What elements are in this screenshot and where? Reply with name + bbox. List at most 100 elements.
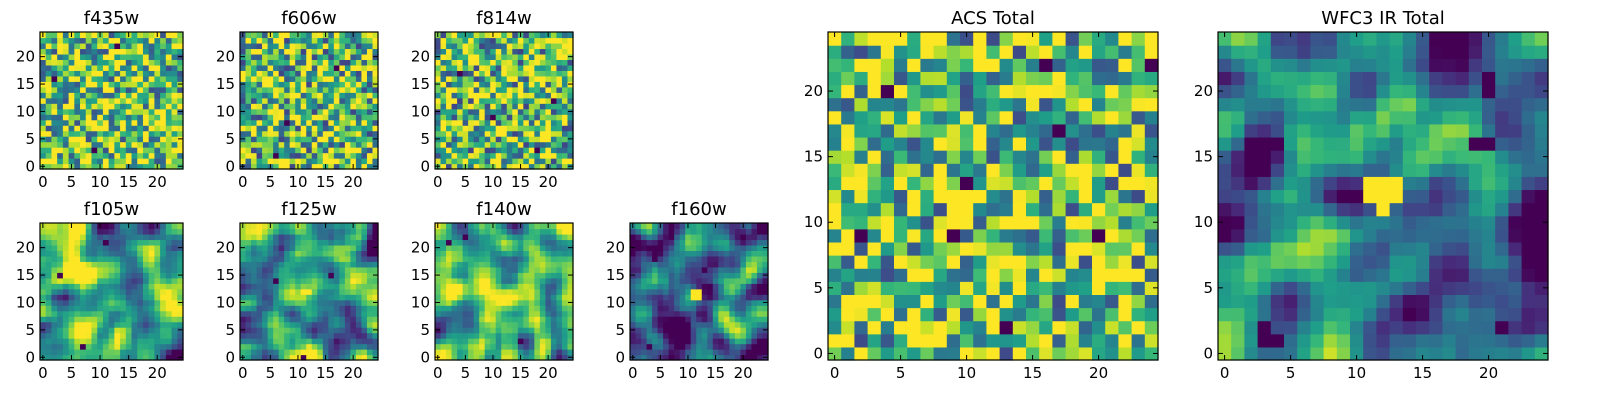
- heatmap-cell: [550, 97, 558, 104]
- heatmap-cell: [339, 239, 346, 246]
- heatmap-cell: [506, 103, 513, 110]
- heatmap-cell: [300, 125, 307, 132]
- heatmap-cell: [545, 316, 552, 323]
- heatmap-cell: [734, 343, 741, 350]
- heatmap-cell: [311, 288, 318, 295]
- heatmap-cell: [311, 136, 318, 143]
- heatmap-cell: [80, 136, 87, 143]
- heatmap-cell: [114, 294, 121, 301]
- heatmap-cell: [62, 114, 70, 121]
- heatmap-cell: [1065, 255, 1080, 269]
- heatmap-cell: [45, 75, 53, 82]
- heatmap-cell: [165, 332, 173, 339]
- heatmap-cell: [262, 316, 269, 323]
- heatmap-cell: [361, 332, 368, 339]
- heatmap-cell: [278, 261, 285, 268]
- heatmap-cell: [534, 86, 541, 93]
- heatmap-cell: [284, 272, 291, 279]
- heatmap-cell: [131, 244, 138, 251]
- heatmap-cell: [701, 321, 708, 328]
- heatmap-cell: [125, 244, 133, 251]
- heatmap-cell: [1026, 150, 1040, 164]
- heatmap-cell: [506, 86, 513, 93]
- heatmap-cell: [74, 114, 81, 121]
- heatmap-cell: [534, 125, 541, 132]
- heatmap-cell: [51, 305, 58, 312]
- heatmap-cell: [322, 158, 329, 165]
- heatmap-cell: [306, 283, 313, 290]
- heatmap-cell: [556, 305, 563, 312]
- heatmap-cell: [712, 283, 719, 290]
- heatmap-cell: [339, 255, 346, 262]
- heatmap-cell: [108, 141, 115, 148]
- heatmap-cell: [311, 75, 318, 82]
- heatmap-cell: [328, 42, 335, 50]
- heatmap-cell: [361, 147, 368, 154]
- heatmap-cell: [137, 233, 144, 241]
- heatmap-cell: [148, 228, 155, 235]
- heatmap-cell: [999, 202, 1014, 217]
- heatmap-cell: [125, 294, 133, 301]
- heatmap-cell: [85, 288, 93, 295]
- heatmap-cell: [355, 266, 363, 273]
- heatmap-cell: [137, 272, 144, 279]
- heatmap-cell: [108, 152, 115, 159]
- heatmap-cell: [262, 158, 269, 165]
- heatmap-cell: [372, 239, 379, 246]
- heatmap-cell: [350, 37, 357, 44]
- heatmap-cell: [468, 305, 475, 312]
- heatmap-cell: [1012, 307, 1027, 322]
- heatmap-cell: [137, 136, 144, 143]
- heatmap-cell: [108, 223, 115, 230]
- heatmap-cell: [630, 332, 637, 339]
- heatmap-cell: [131, 321, 138, 328]
- heatmap-cell: [322, 81, 329, 88]
- heatmap-cell: [108, 48, 115, 55]
- heatmap-cell: [57, 239, 64, 246]
- heatmap-cell: [534, 108, 541, 115]
- heatmap-cell: [350, 64, 357, 71]
- heatmap-cell: [446, 261, 453, 268]
- heatmap-cell: [142, 321, 150, 328]
- heatmap-cell: [306, 103, 313, 110]
- heatmap-cell: [311, 125, 318, 132]
- heatmap-cell: [273, 103, 280, 110]
- heatmap-cell: [484, 223, 491, 230]
- heatmap-cell: [142, 277, 150, 284]
- heatmap-cell: [245, 70, 252, 77]
- heatmap-cell: [561, 354, 569, 361]
- heatmap-cell: [712, 349, 719, 356]
- heatmap-cell: [506, 152, 513, 159]
- heatmap-cell: [440, 277, 447, 284]
- heatmap-cell: [435, 147, 442, 154]
- heatmap-cell: [350, 327, 357, 334]
- heatmap-cell: [545, 92, 552, 99]
- heatmap-cell: [57, 299, 64, 306]
- heatmap-cell: [295, 53, 302, 60]
- heatmap-cell: [278, 86, 285, 93]
- heatmap-cell: [177, 233, 184, 241]
- heatmap-cell: [495, 108, 502, 115]
- heatmap-cell: [372, 332, 379, 339]
- heatmap-cell: [177, 42, 184, 50]
- heatmap-cell: [256, 141, 263, 148]
- heatmap-cell: [457, 130, 464, 137]
- heatmap-cell: [685, 239, 692, 246]
- heatmap-cell: [240, 147, 247, 154]
- heatmap-cell: [311, 108, 318, 115]
- heatmap-cell: [523, 108, 530, 115]
- heatmap-cell: [440, 136, 447, 143]
- heatmap-cell: [561, 255, 569, 262]
- heatmap-cell: [1092, 346, 1106, 361]
- heatmap-cell: [278, 250, 285, 257]
- x-tick-label: 20: [734, 364, 753, 382]
- heatmap-cell: [751, 305, 758, 312]
- heatmap-cell: [635, 255, 642, 262]
- heatmap-cell: [479, 59, 486, 66]
- heatmap-cell: [567, 239, 574, 246]
- heatmap-cell: [484, 147, 491, 154]
- heatmap-cell: [102, 283, 110, 290]
- heatmap-cell: [539, 92, 546, 99]
- heatmap-cell: [679, 288, 686, 295]
- heatmap-cell: [267, 261, 274, 268]
